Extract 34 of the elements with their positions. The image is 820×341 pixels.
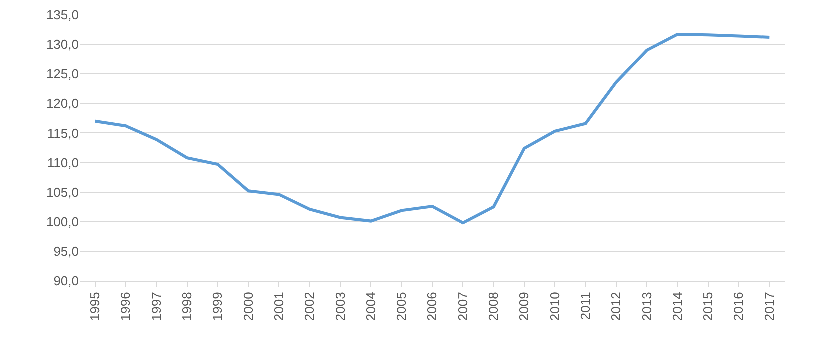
x-tick-label: 1995 bbox=[88, 292, 103, 322]
x-tick-label: 2000 bbox=[240, 292, 256, 322]
x-tick-label: 2015 bbox=[700, 292, 716, 322]
x-tick-label: 2011 bbox=[578, 292, 593, 320]
x-tick-label: 2008 bbox=[486, 292, 502, 322]
y-tick-label: 105,0 bbox=[46, 184, 79, 200]
x-tick-label: 1999 bbox=[210, 292, 226, 322]
y-tick-label: 100,0 bbox=[46, 214, 79, 230]
x-tick-label: 2003 bbox=[332, 292, 348, 322]
x-tick-label: 2005 bbox=[394, 292, 410, 322]
x-tick-label: 2017 bbox=[762, 292, 777, 322]
line-series bbox=[94, 33, 772, 225]
x-tick-label: 2016 bbox=[731, 292, 746, 322]
x-tick-label: 2002 bbox=[302, 292, 318, 322]
y-tick-label: 110,0 bbox=[47, 155, 79, 170]
y-tick-label: 125,0 bbox=[46, 66, 79, 82]
x-tick-label: 2014 bbox=[670, 292, 685, 322]
y-tick-label: 135,0 bbox=[46, 8, 79, 23]
x-tick-label: 2007 bbox=[455, 292, 470, 322]
x-tick-label: 1996 bbox=[118, 292, 134, 322]
y-tick-label: 120,0 bbox=[46, 96, 79, 112]
x-tick-label: 1997 bbox=[148, 292, 164, 322]
y-tick-label: 115,0 bbox=[47, 126, 79, 141]
x-tick-label: 2001 bbox=[271, 292, 286, 322]
x-tick-label: 2010 bbox=[547, 292, 562, 322]
y-tick-label: 90,0 bbox=[54, 274, 79, 289]
y-tick-label: 95,0 bbox=[54, 244, 79, 259]
y-tick-label: 130,0 bbox=[46, 37, 79, 52]
x-tick-label: 2013 bbox=[639, 292, 654, 322]
x-tick-label: 2009 bbox=[516, 292, 532, 322]
x-tick-label: 2006 bbox=[424, 292, 440, 322]
x-tick-label: 2004 bbox=[363, 292, 378, 322]
x-tick-label: 2012 bbox=[608, 292, 624, 322]
x-tick-label: 1998 bbox=[180, 292, 195, 322]
